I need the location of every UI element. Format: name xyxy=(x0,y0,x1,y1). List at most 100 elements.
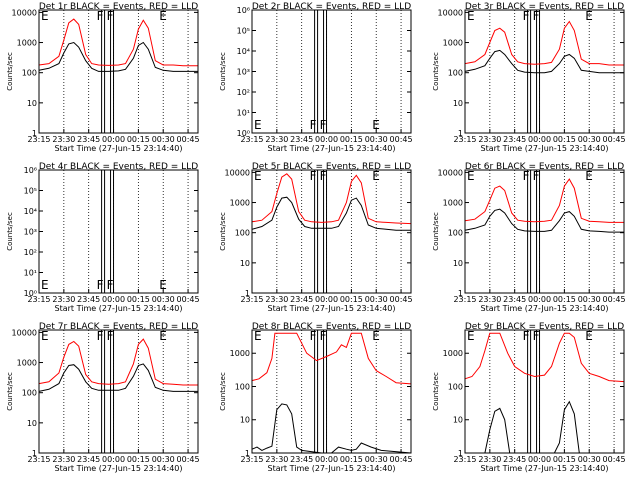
x-axis-label: Start Time (27-Jun-15 23:14:40) xyxy=(268,304,396,313)
xtick-label: 00:15 xyxy=(340,135,363,144)
xtick-label: 23:30 xyxy=(52,295,75,304)
flag-marker: F xyxy=(320,169,327,183)
xtick-label: 00:45 xyxy=(177,295,200,304)
ytick-label: 10000 xyxy=(438,8,463,17)
flag-marker: F xyxy=(320,118,327,132)
plot-frame xyxy=(38,9,199,134)
ytick-label: 10 xyxy=(453,99,463,108)
ytick-label: 10⁶ xyxy=(24,166,37,175)
chart-panel-4: Det 4r BLACK = Events, RED = LLD 10⁰ 10¹ 10… xyxy=(6,162,200,313)
flag-marker: F xyxy=(310,169,317,183)
ytick-label: 10⁴ xyxy=(237,47,250,56)
ytick-label: 10⁵ xyxy=(24,187,37,196)
series-line-lld xyxy=(464,178,624,223)
y-axis-label: Counts/sec xyxy=(6,372,14,411)
xtick-label: 23:15 xyxy=(27,135,50,144)
xtick-label: 00:30 xyxy=(365,295,388,304)
xtick-label: 00:15 xyxy=(553,455,576,464)
flag-marker: E xyxy=(159,329,167,343)
x-axis-label: Start Time (27-Jun-15 23:14:40) xyxy=(268,144,396,153)
xtick-label: 00:45 xyxy=(390,295,413,304)
xtick-label: 23:30 xyxy=(52,455,75,464)
ytick-label: 10 xyxy=(453,416,463,425)
chart-title: Det 2r BLACK = Events, RED = LLD xyxy=(252,2,411,12)
y-axis-label: Counts/sec xyxy=(6,52,14,91)
ytick-label: 1000 xyxy=(17,39,37,48)
ytick-label: 10² xyxy=(24,248,37,257)
xtick-label: 00:15 xyxy=(553,295,576,304)
ytick-label: 10³ xyxy=(24,228,37,237)
ytick-label: 1000 xyxy=(443,39,463,48)
xtick-label: 23:30 xyxy=(478,455,501,464)
ytick-label: 10 xyxy=(240,416,250,425)
series-line-events xyxy=(464,208,624,233)
xtick-label: 23:45 xyxy=(77,135,100,144)
xtick-label: 00:15 xyxy=(553,135,576,144)
flag-marker: E xyxy=(41,329,49,343)
chart-panel-2: Det 2r BLACK = Events, RED = LLD 10⁰ 10¹ 10… xyxy=(219,2,413,153)
x-axis-label: Start Time (27-Jun-15 23:14:40) xyxy=(481,144,609,153)
flag-marker: F xyxy=(97,9,104,23)
ytick-label: 100 xyxy=(22,389,37,398)
xtick-label: 00:30 xyxy=(152,295,175,304)
xtick-label: 00:15 xyxy=(127,455,150,464)
flag-marker: E xyxy=(159,9,167,23)
xtick-label: 23:45 xyxy=(77,455,100,464)
flag-marker: F xyxy=(310,329,317,343)
x-axis-label: Start Time (27-Jun-15 23:14:40) xyxy=(55,144,183,153)
plot-frame xyxy=(251,329,412,454)
y-axis-label: Counts/sec xyxy=(432,52,440,91)
series-line-events xyxy=(38,41,198,72)
ytick-label: 1 xyxy=(245,449,250,458)
xtick-label: 00:30 xyxy=(152,455,175,464)
xtick-label: 23:15 xyxy=(453,135,476,144)
flag-marker: F xyxy=(320,329,327,343)
xtick-label: 23:15 xyxy=(453,295,476,304)
flag-marker: F xyxy=(523,9,530,23)
xtick-label: 00:00 xyxy=(528,455,551,464)
xtick-label: 00:30 xyxy=(365,455,388,464)
xtick-label: 00:00 xyxy=(102,135,125,144)
x-axis-label: Start Time (27-Jun-15 23:14:40) xyxy=(55,464,183,473)
flag-marker: F xyxy=(523,329,530,343)
xtick-label: 23:15 xyxy=(240,455,263,464)
plot-frame xyxy=(464,169,625,294)
ytick-label: 100 xyxy=(22,69,37,78)
flag-marker: E xyxy=(467,169,475,183)
xtick-label: 23:30 xyxy=(265,455,288,464)
series-line-events xyxy=(38,363,198,392)
xtick-label: 00:45 xyxy=(177,135,200,144)
flag-marker: E xyxy=(585,329,593,343)
flag-marker: E xyxy=(254,118,262,132)
xtick-label: 00:30 xyxy=(365,135,388,144)
xtick-label: 23:30 xyxy=(265,295,288,304)
xtick-label: 00:15 xyxy=(340,295,363,304)
flag-marker: E xyxy=(372,118,380,132)
xtick-label: 23:45 xyxy=(290,295,313,304)
xtick-label: 00:15 xyxy=(127,135,150,144)
xtick-label: 23:45 xyxy=(503,455,526,464)
ytick-label: 10 xyxy=(240,259,250,268)
xtick-label: 23:30 xyxy=(52,135,75,144)
chart-title: Det 5r BLACK = Events, RED = LLD xyxy=(252,162,411,172)
xtick-label: 23:15 xyxy=(453,455,476,464)
xtick-label: 23:15 xyxy=(27,295,50,304)
x-axis-label: Start Time (27-Jun-15 23:14:40) xyxy=(481,464,609,473)
y-axis-label: Counts/sec xyxy=(432,212,440,251)
xtick-label: 23:45 xyxy=(503,295,526,304)
xtick-label: 00:00 xyxy=(315,295,338,304)
flag-marker: F xyxy=(107,9,114,23)
xtick-label: 23:30 xyxy=(265,135,288,144)
chart-panel-7: Det 7r BLACK = Events, RED = LLD 1 10 100 10… xyxy=(6,322,200,473)
y-axis-label: Counts/sec xyxy=(432,372,440,411)
ytick-label: 1000 xyxy=(17,359,37,368)
xtick-label: 00:00 xyxy=(528,295,551,304)
flag-marker: F xyxy=(523,169,530,183)
flag-marker: F xyxy=(97,278,104,292)
chart-panel-5: Det 5r BLACK = Events, RED = LLD 1 10 100 10… xyxy=(219,162,413,313)
ytick-label: 10000 xyxy=(12,8,37,17)
ytick-label: 10³ xyxy=(237,68,250,77)
ytick-label: 100 xyxy=(448,69,463,78)
chart-panel-9: Det 9r BLACK = Events, RED = LLD 1 10 100 10… xyxy=(432,322,626,473)
xtick-label: 23:45 xyxy=(290,455,313,464)
